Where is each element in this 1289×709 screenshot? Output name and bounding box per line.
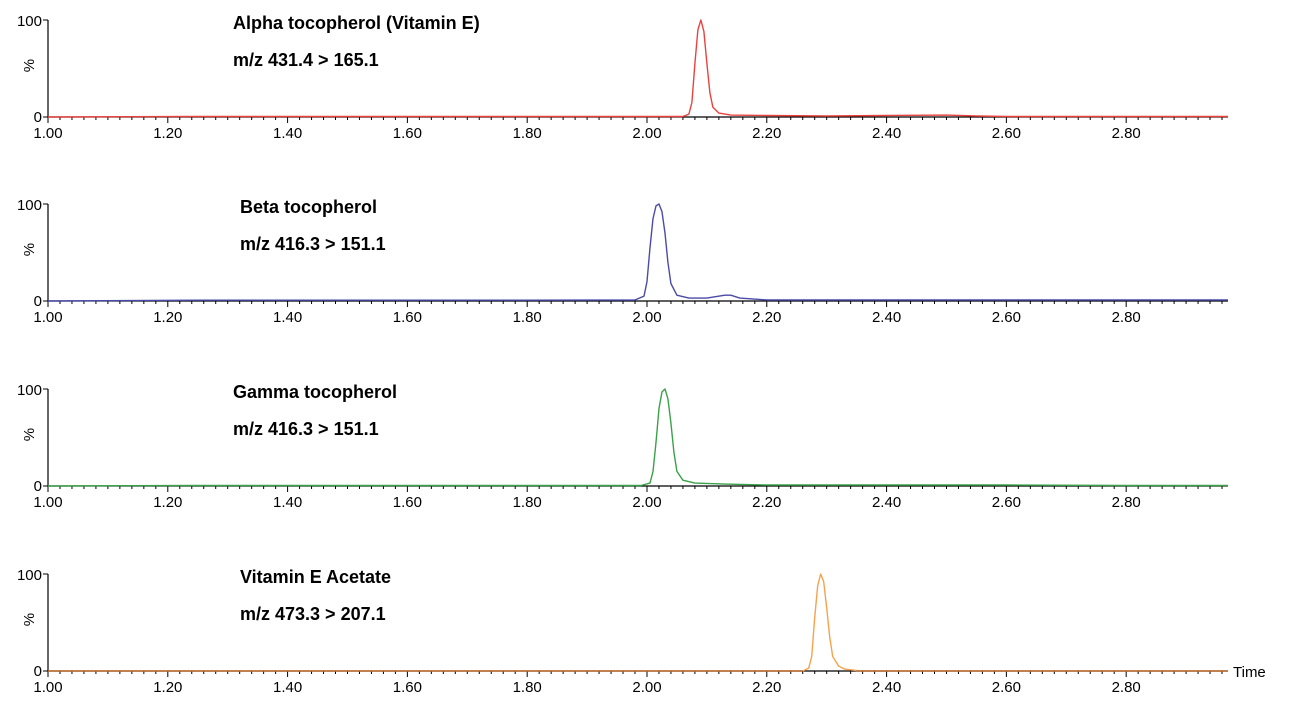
compound-name: Alpha tocopherol (Vitamin E) [233, 13, 480, 33]
x-tick-label: 1.80 [513, 309, 542, 326]
x-tick-label: 1.40 [273, 125, 302, 142]
x-tick-label: 2.80 [1112, 679, 1141, 696]
y-axis-label: % [21, 243, 38, 256]
chromatogram-panel-4: 100 0% 1.00 1.20 1.40 1.60 1.80 2.00 2.20 2.40 2.6… [17, 567, 1266, 696]
series-line-2 [802, 573, 857, 672]
x-tick-label: 2.00 [632, 679, 661, 696]
y-tick-label: 100 [17, 13, 42, 30]
y-tick-label: 0 [34, 109, 42, 126]
x-tick-label: 2.40 [872, 679, 901, 696]
mz-transition: m/z 431.4 > 165.1 [233, 50, 379, 70]
x-tick-label: 2.60 [992, 125, 1021, 142]
x-tick-label: 1.40 [273, 679, 302, 696]
x-tick-label: 1.60 [393, 494, 422, 511]
x-tick-label: 2.80 [1112, 309, 1141, 326]
x-tick-label: 2.40 [872, 494, 901, 511]
y-tick-label: 0 [34, 293, 42, 310]
x-tick-label: 1.80 [513, 494, 542, 511]
x-tick-label: 2.20 [752, 309, 781, 326]
x-tick-label: 1.60 [393, 125, 422, 142]
x-tick-label: 1.60 [393, 309, 422, 326]
x-tick-label: 2.80 [1112, 494, 1141, 511]
x-tick-label: 2.40 [872, 125, 901, 142]
y-tick-label: 100 [17, 382, 42, 399]
x-tick-label: 2.20 [752, 679, 781, 696]
x-axis-label: Time [1233, 664, 1266, 681]
mz-transition: m/z 416.3 > 151.1 [233, 419, 379, 439]
mz-transition: m/z 473.3 > 207.1 [240, 604, 386, 624]
compound-name: Beta tocopherol [240, 197, 377, 217]
x-tick-label: 2.00 [632, 125, 661, 142]
chromatogram-panel-2: 100 0% 1.00 1.20 1.40 1.60 1.80 2.00 2.20 2.40 2.6… [17, 197, 1228, 326]
y-tick-label: 0 [34, 663, 42, 680]
compound-name: Gamma tocopherol [233, 382, 397, 402]
x-tick-label: 1.20 [153, 309, 182, 326]
x-tick-label: 1.00 [33, 679, 62, 696]
x-tick-label: 2.40 [872, 309, 901, 326]
x-tick-label: 2.80 [1112, 125, 1141, 142]
y-tick-label: 0 [34, 478, 42, 495]
x-tick-label: 1.20 [153, 494, 182, 511]
chromatogram-panel-3: 100 0% 1.00 1.20 1.40 1.60 1.80 2.00 2.20 2.40 2.6… [17, 382, 1228, 511]
x-tick-label: 2.60 [992, 309, 1021, 326]
x-tick-label: 1.80 [513, 125, 542, 142]
x-tick-label: 2.60 [992, 494, 1021, 511]
series-line-1 [47, 203, 1228, 302]
x-tick-label: 1.20 [153, 125, 182, 142]
y-axis-label: % [21, 59, 38, 72]
x-tick-label: 1.20 [153, 679, 182, 696]
x-tick-label: 1.00 [33, 494, 62, 511]
y-axis-label: % [21, 428, 38, 441]
y-axis-label: % [21, 613, 38, 626]
series-line-1 [47, 388, 1228, 487]
x-tick-label: 2.20 [752, 125, 781, 142]
y-tick-label: 100 [17, 197, 42, 214]
x-tick-label: 1.00 [33, 309, 62, 326]
x-tick-label: 2.20 [752, 494, 781, 511]
mz-transition: m/z 416.3 > 151.1 [240, 234, 386, 254]
series-line-1 [47, 19, 1228, 118]
y-tick-label: 100 [17, 567, 42, 584]
x-tick-label: 2.00 [632, 494, 661, 511]
x-tick-label: 1.60 [393, 679, 422, 696]
compound-name: Vitamin E Acetate [240, 567, 391, 587]
chromatogram-panel-1: 100 0% 1.00 1.20 1.40 1.60 1.80 2.00 2.20 2.40 2.6… [17, 13, 1228, 142]
x-tick-label: 1.00 [33, 125, 62, 142]
x-tick-label: 2.60 [992, 679, 1021, 696]
x-tick-label: 1.40 [273, 494, 302, 511]
x-tick-label: 1.80 [513, 679, 542, 696]
x-tick-label: 1.40 [273, 309, 302, 326]
x-tick-label: 2.00 [632, 309, 661, 326]
